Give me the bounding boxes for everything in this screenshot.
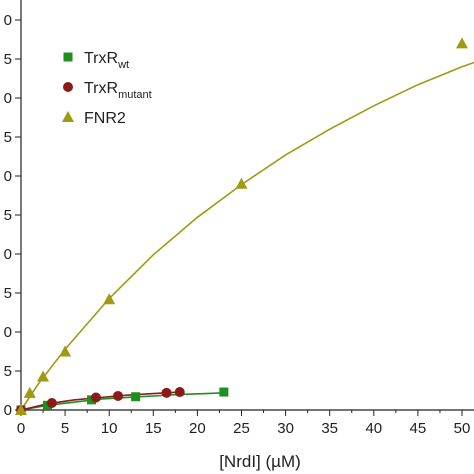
x-tick-label: 30 (277, 420, 294, 437)
y-tick-label: 5 (4, 51, 12, 68)
data-point-series-1 (90, 392, 101, 403)
legend-marker-series-1 (63, 82, 73, 92)
legend-subscript: mutant (118, 89, 152, 101)
data-point-series-2 (456, 37, 468, 49)
x-tick-label: 25 (233, 420, 250, 437)
data-point-series-2 (59, 345, 72, 357)
data-markers (15, 37, 468, 415)
x-tick-label: 20 (189, 420, 206, 437)
legend-marker-series-0 (63, 52, 73, 62)
legend-label-series-2: FNR2 (84, 110, 126, 127)
legend-subscript: wt (117, 59, 129, 71)
y-tick-label: 0 (4, 12, 12, 29)
x-axis-title: [NrdI] (µM) (219, 452, 301, 471)
y-tick-label: 0 (4, 246, 12, 263)
legend-label-series-0: TrxRwt (84, 50, 129, 71)
y-tick-label: 5 (4, 363, 12, 380)
legend-marker-series-2 (62, 111, 74, 122)
data-point-series-1 (113, 390, 124, 401)
x-tick-label: 45 (410, 420, 427, 437)
x-tick-label: 10 (101, 420, 118, 437)
legend-label-series-1: TrxRmutant (84, 80, 152, 101)
y-tick-label: 0 (4, 168, 12, 185)
data-point-series-1 (46, 397, 57, 408)
y-tick-label: 0 (4, 90, 12, 107)
x-tick-label: 0 (17, 420, 25, 437)
x-tick-label: 40 (365, 420, 382, 437)
data-point-series-1 (174, 387, 185, 398)
x-tick-label: 50 (454, 420, 471, 437)
x-tick-label: 35 (321, 420, 338, 437)
y-tick-label: 5 (4, 285, 12, 302)
data-point-series-2 (15, 404, 27, 415)
y-tick-label: 0 (4, 402, 12, 419)
y-tick-label: 5 (4, 207, 12, 224)
x-tick-label: 5 (61, 420, 69, 437)
x-tick-label: 15 (145, 420, 162, 437)
data-point-series-0 (219, 387, 229, 397)
data-point-series-2 (235, 177, 248, 189)
data-point-series-2 (103, 293, 116, 305)
data-point-series-1 (161, 387, 172, 398)
data-point-series-2 (23, 386, 36, 398)
data-point-series-0 (131, 392, 141, 402)
data-point-series-2 (37, 370, 50, 382)
legend: TrxRwt TrxRmutant FNR2 (62, 50, 152, 127)
y-tick-label: 0 (4, 324, 12, 341)
y-tick-label: 5 (4, 129, 12, 146)
